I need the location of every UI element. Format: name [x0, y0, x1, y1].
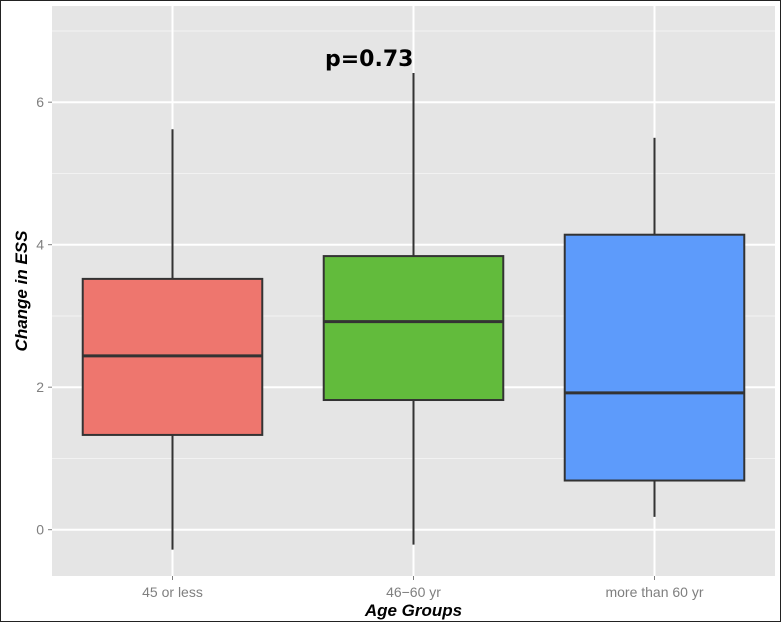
y-tick-label: 2	[36, 379, 44, 395]
x-axis-ticks: 45 or less 46−60 yr more than 60 yr	[142, 576, 704, 600]
box-group	[322, 72, 505, 545]
y-axis-ticks: 0 2 4 6	[36, 94, 52, 538]
p-value-annotation: p=0.73	[325, 47, 413, 72]
y-tick-label: 4	[36, 237, 44, 253]
y-tick-label: 6	[36, 94, 44, 110]
box-group	[81, 129, 264, 550]
y-tick-label: 0	[36, 522, 44, 538]
y-axis-title: Change in ESS	[12, 230, 31, 352]
box	[563, 233, 746, 482]
boxes	[81, 72, 746, 550]
x-axis-title: Age Groups	[364, 601, 462, 620]
x-tick-label: 46−60 yr	[386, 584, 441, 600]
x-tick-label: more than 60 yr	[605, 584, 703, 600]
x-tick-label: 45 or less	[142, 584, 203, 600]
box-group	[563, 137, 746, 517]
box	[322, 255, 505, 402]
